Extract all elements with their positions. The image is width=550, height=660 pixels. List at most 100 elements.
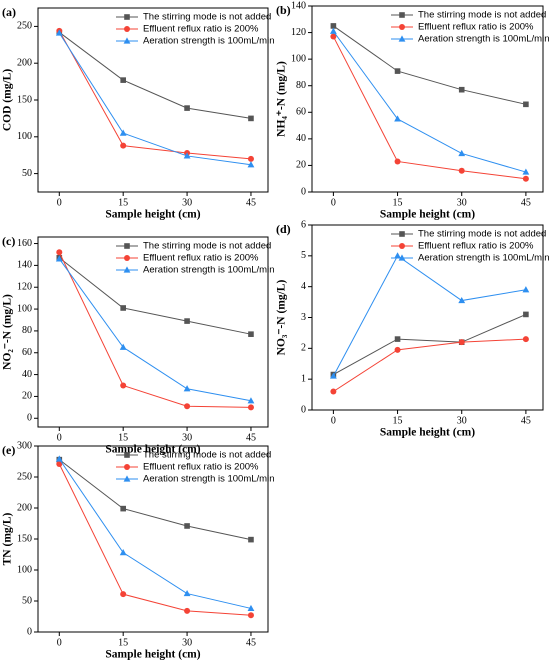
marker [329, 372, 337, 379]
y-tick-label: 40 [22, 369, 32, 380]
marker [394, 346, 401, 353]
panel-label: (a) [2, 5, 16, 19]
marker [329, 27, 337, 34]
marker [399, 243, 405, 249]
x-tick-label: 0 [57, 432, 62, 443]
x-tick-label: 15 [118, 432, 128, 443]
marker [123, 475, 131, 482]
marker [124, 452, 130, 458]
marker [522, 175, 529, 182]
legend-label: Effluent reflux ratio is 200% [143, 24, 259, 35]
y-tick-label: 0 [27, 413, 32, 424]
marker [247, 155, 254, 162]
series-line [332, 36, 526, 180]
marker [184, 523, 190, 529]
marker [183, 589, 191, 597]
y-tick-label: 1 [301, 373, 306, 384]
series-line [333, 313, 527, 375]
marker [248, 536, 254, 543]
y-tick-label: 0 [27, 626, 32, 637]
y-axis-label: NO₂⁻-N (mg/L) [2, 294, 14, 370]
x-tick-label: 30 [457, 197, 467, 208]
y-tick-label: 250 [17, 21, 32, 32]
legend-label: Effluent reflux ratio is 200% [143, 462, 259, 473]
y-axis-label: COD (mg/L) [2, 69, 14, 131]
series-line [58, 463, 251, 616]
y-axis-label: NH₄⁺-N (mg/L) [276, 61, 288, 137]
y-tick-label: 200 [17, 502, 32, 513]
y-tick-label: 6 [301, 219, 306, 230]
marker [124, 255, 130, 261]
x-tick-label: 30 [182, 637, 192, 648]
marker [330, 33, 337, 40]
plot-frame [37, 236, 269, 428]
legend-label: Aeration strength is 100mL/min [418, 34, 549, 45]
marker [120, 77, 126, 83]
y-tick-label: 0 [301, 186, 306, 197]
y-tick-label: 100 [17, 131, 32, 142]
marker [247, 604, 255, 612]
legend-label: The stirring mode is not added [143, 12, 271, 23]
plot-frame [311, 5, 544, 193]
marker [394, 336, 401, 342]
marker [398, 254, 406, 261]
marker [399, 24, 405, 30]
panel-label: (b) [276, 3, 291, 17]
marker [247, 397, 255, 404]
y-tick-label: 300 [17, 440, 32, 451]
marker [458, 149, 466, 157]
legend-label: The stirring mode is not added [143, 450, 271, 461]
marker [184, 105, 190, 111]
y-axis-label: TN (mg/L) [2, 512, 14, 565]
x-tick-label: 0 [331, 415, 336, 426]
y-tick-label: 100 [17, 303, 32, 314]
marker [123, 266, 131, 273]
marker [123, 37, 131, 44]
y-tick-label: 20 [296, 160, 306, 171]
y-tick-label: 60 [296, 107, 306, 118]
marker [394, 68, 401, 74]
y-tick-label: 3 [301, 312, 306, 323]
marker [458, 339, 465, 346]
legend-label: The stirring mode is not added [418, 10, 546, 21]
marker [55, 455, 63, 462]
legend-label: Aeration strength is 100mL/min [143, 265, 274, 276]
marker [523, 311, 529, 318]
marker [120, 382, 127, 389]
x-tick-label: 45 [521, 197, 531, 208]
marker [522, 336, 529, 343]
y-tick-label: 40 [296, 133, 306, 144]
panel-label: (d) [276, 222, 291, 236]
y-tick-label: 80 [296, 80, 306, 91]
legend-label: The stirring mode is not added [418, 229, 546, 240]
marker [394, 115, 401, 122]
marker [120, 505, 126, 512]
x-tick-label: 0 [57, 197, 62, 208]
y-tick-label: 140 [17, 260, 32, 271]
x-axis-label: Sample height (cm) [380, 427, 475, 439]
legend-label: Effluent reflux ratio is 200% [143, 253, 259, 264]
marker [56, 460, 63, 467]
marker [248, 115, 254, 122]
marker [247, 161, 255, 168]
legend-label: Aeration strength is 100mL/min [143, 474, 274, 485]
x-tick-label: 45 [521, 415, 531, 426]
marker [394, 252, 401, 259]
y-tick-label: 0 [301, 404, 306, 415]
legend-label: Aeration strength is 100mL/min [143, 36, 274, 47]
marker [247, 404, 254, 411]
x-tick-label: 30 [182, 197, 192, 208]
x-tick-label: 15 [118, 197, 128, 208]
series-line [58, 31, 252, 119]
y-tick-label: 60 [22, 347, 32, 358]
y-tick-label: 2 [301, 343, 306, 354]
marker [120, 305, 126, 311]
marker [55, 255, 63, 262]
marker [394, 158, 401, 165]
y-tick-label: 4 [301, 281, 306, 292]
series-line [333, 25, 527, 105]
marker [458, 296, 466, 304]
x-tick-label: 45 [246, 637, 256, 648]
x-axis-label: Sample height (cm) [380, 209, 475, 221]
y-tick-label: 160 [17, 238, 32, 249]
